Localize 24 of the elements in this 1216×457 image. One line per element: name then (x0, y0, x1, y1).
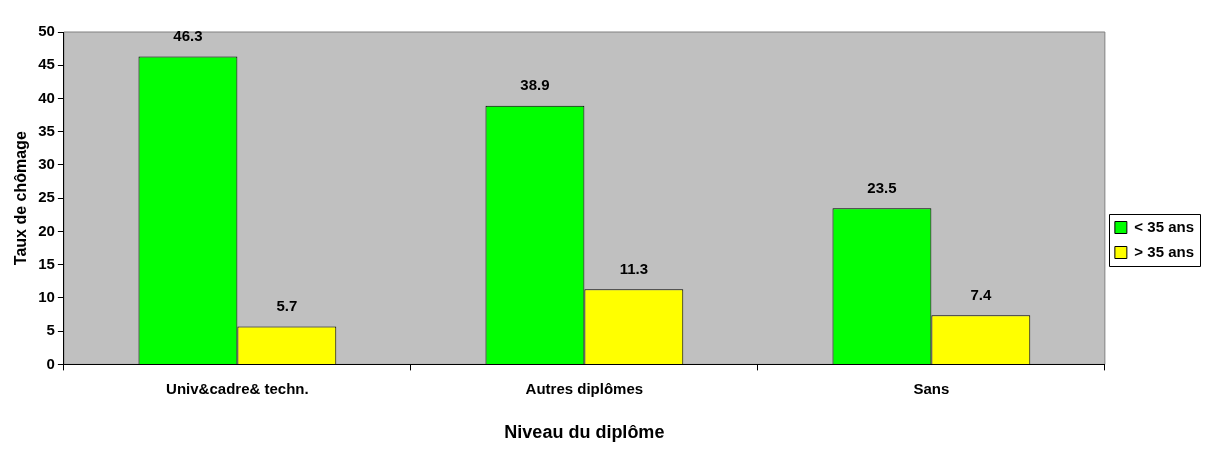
data-label: 7.4 (970, 285, 992, 303)
y-tick-label: 30 (38, 155, 55, 173)
y-tick-label: 50 (38, 22, 55, 40)
data-label: 38.9 (520, 76, 550, 94)
y-tick-label: 40 (38, 88, 55, 106)
data-label: 5.7 (276, 297, 298, 315)
data-label: 46.3 (173, 27, 203, 45)
y-tick-label: 15 (38, 254, 55, 272)
data-label: 23.5 (867, 178, 897, 196)
y-axis-title: Taux de chômage (12, 131, 30, 266)
legend-label: > 35 ans (1134, 242, 1195, 260)
x-tick-label: Autres diplômes (525, 379, 644, 397)
y-tick-label: 25 (38, 188, 55, 206)
y-tick-label: 35 (38, 121, 55, 139)
y-tick-label: 0 (46, 354, 55, 372)
data-label: 11.3 (619, 259, 649, 277)
y-tick-label: 45 (38, 55, 55, 73)
x-tick-label: Sans (913, 379, 950, 397)
x-axis-title: Niveau du diplôme (504, 422, 665, 443)
y-tick-label: 10 (38, 288, 55, 306)
y-tick-label: 20 (38, 221, 55, 239)
y-tick-label: 5 (46, 321, 55, 339)
x-tick-label: Univ&cadre& techn. (166, 379, 309, 397)
legend-label: < 35 ans (1134, 217, 1195, 235)
